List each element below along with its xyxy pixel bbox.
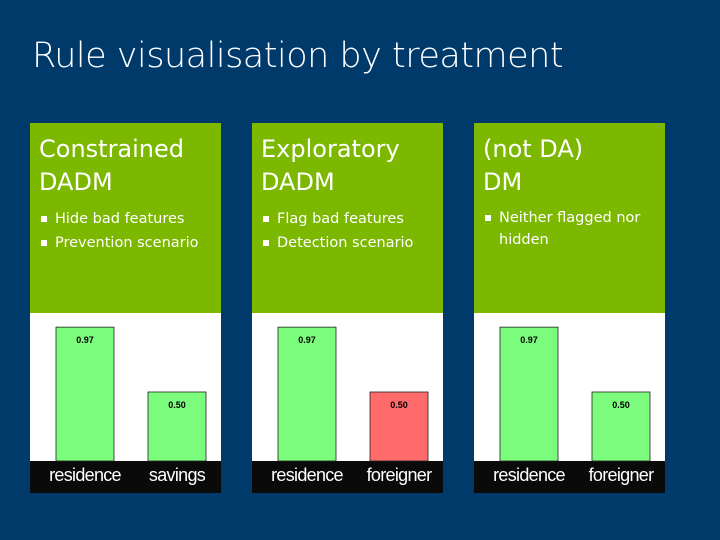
slide-title: Rule visualisation by treatment [32,36,564,76]
bar-chart: 0.97 residence 0.50 savings [30,313,221,493]
bar-foreigner [369,391,429,462]
data-label: 0.50 [168,400,186,410]
panel-heading-line-1: Exploratory [261,135,400,163]
panel-heading-line-2: DADM [261,168,335,196]
panel-header: Exploratory DADM Flag bad features Detec… [252,123,443,313]
category-label: residence [271,465,343,485]
bullet-item: Flag bad features [261,207,441,231]
bullet-list: Neither flagged nor hidden [483,207,663,251]
data-label: 0.50 [390,400,408,410]
bar-residence [499,326,559,462]
bullet-item: Prevention scenario [39,231,219,255]
category-label-band [30,461,221,493]
category-label: foreigner [367,465,432,485]
panel-heading-line-2: DM [483,168,523,196]
bullet-item: Neither flagged nor hidden [483,207,663,251]
panel-header: (not DA) DM Neither flagged nor hidden [474,123,665,313]
bullet-item: Hide bad features [39,207,219,231]
data-label: 0.97 [76,335,94,345]
bullet-item: Detection scenario [261,231,441,255]
bar-chart-svg: 0.97 residence 0.50 savings [30,313,221,493]
category-label: savings [149,465,206,485]
bullet-list: Flag bad features Detection scenario [261,207,441,255]
bar-chart: 0.97 residence 0.50 foreigner [252,313,443,493]
category-label: residence [49,465,121,485]
bar-chart-svg: 0.97 residence 0.50 foreigner [474,313,665,493]
panel-not-da-dm: (not DA) DM Neither flagged nor hidden 0… [474,123,665,493]
panel-heading-line-2: DADM [39,168,113,196]
data-label: 0.97 [520,335,538,345]
bar-chart: 0.97 residence 0.50 foreigner [474,313,665,493]
category-label-band [252,461,443,493]
data-label: 0.50 [612,400,630,410]
data-label: 0.97 [298,335,316,345]
panel-heading: Exploratory DADM [261,133,439,199]
bar-foreigner [591,391,651,462]
panel-constrained-dadm: Constrained DADM Hide bad features Preve… [30,123,221,493]
panel-header: Constrained DADM Hide bad features Preve… [30,123,221,313]
panel-heading: Constrained DADM [39,133,217,199]
bullet-list: Hide bad features Prevention scenario [39,207,219,255]
panel-heading-line-1: (not DA) [483,135,584,163]
bar-savings [147,391,207,462]
bar-residence [277,326,337,462]
category-label: foreigner [589,465,654,485]
bar-chart-svg: 0.97 residence 0.50 foreigner [252,313,443,493]
category-label-band [474,461,665,493]
panel-exploratory-dadm: Exploratory DADM Flag bad features Detec… [252,123,443,493]
bar-residence [55,326,115,462]
category-label: residence [493,465,565,485]
panel-heading: (not DA) DM [483,133,661,199]
panel-heading-line-1: Constrained [39,135,185,163]
